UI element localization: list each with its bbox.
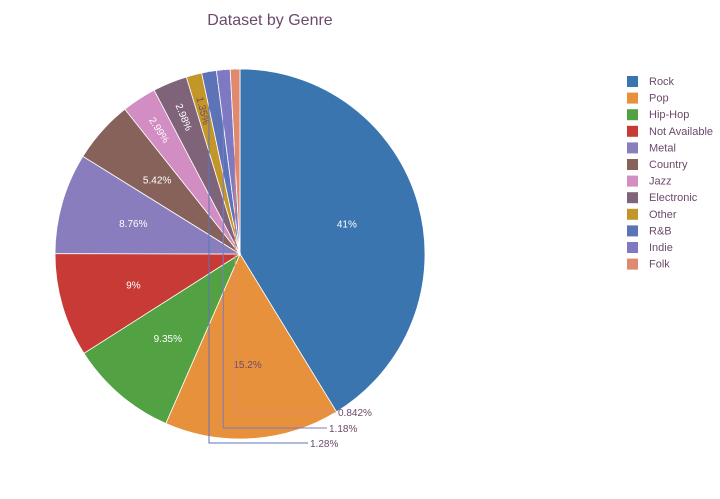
legend-label-electronic[interactable]: Electronic	[649, 192, 698, 204]
legend-label-folk[interactable]: Folk	[649, 259, 670, 271]
legend-label-rock[interactable]: Rock	[649, 76, 675, 88]
legend-label-metal[interactable]: Metal	[649, 142, 676, 154]
legend-label-other[interactable]: Other	[649, 209, 677, 221]
slice-label-not-available: 9%	[126, 280, 141, 291]
legend-swatch-rock[interactable]	[627, 76, 638, 87]
legend-label-not-available[interactable]: Not Available	[649, 126, 713, 138]
legend-label-country[interactable]: Country	[649, 159, 688, 171]
slice-label-folk: 0.842%	[338, 408, 372, 419]
legend-swatch-hip-hop[interactable]	[627, 109, 638, 121]
legend-label-indie[interactable]: Indie	[649, 242, 673, 254]
pie-slices	[54, 68, 426, 440]
leader-line-folk	[234, 69, 336, 413]
legend-swatch-country[interactable]	[627, 159, 638, 170]
legend-swatch-jazz[interactable]	[627, 175, 638, 187]
slice-label-metal: 8.76%	[119, 219, 147, 230]
slice-label-rock: 41%	[337, 219, 357, 230]
pie-slice-rock[interactable]	[239, 68, 426, 413]
slice-label-pop: 15.2%	[233, 360, 261, 371]
slice-label-country: 5.42%	[143, 176, 171, 187]
legend-swatch-metal[interactable]	[627, 142, 638, 154]
slice-label-r-b: 1.28%	[310, 439, 338, 450]
pie-slice-pop[interactable]	[165, 253, 338, 440]
legend-label-hip-hop[interactable]: Hip-Hop	[649, 109, 689, 121]
leader-line-indie	[222, 69, 327, 429]
legend: Rock Pop Hip-Hop Not Available Metal Country J…	[627, 76, 713, 271]
legend-swatch-electronic[interactable]	[627, 192, 638, 204]
legend-swatch-folk[interactable]	[627, 258, 638, 270]
legend-label-jazz[interactable]: Jazz	[649, 176, 672, 188]
legend-swatch-r-b[interactable]	[627, 225, 638, 237]
pie-slice-not-available[interactable]	[54, 253, 242, 354]
pie-slice-metal[interactable]	[54, 155, 242, 255]
slice-label-hip-hop: 9.35%	[154, 334, 182, 345]
pie-slice-hip-hop[interactable]	[83, 252, 241, 425]
legend-swatch-indie[interactable]	[627, 242, 638, 253]
legend-swatch-not-available[interactable]	[627, 125, 638, 137]
legend-swatch-pop[interactable]	[627, 92, 638, 104]
chart-title: Dataset by Genre	[207, 12, 333, 29]
leader-line-r-b	[208, 71, 308, 444]
legend-label-r-b[interactable]: R&B	[649, 225, 672, 237]
slice-label-indie: 1.18%	[329, 424, 357, 435]
legend-label-pop[interactable]: Pop	[649, 93, 669, 105]
legend-swatch-other[interactable]	[627, 208, 638, 220]
